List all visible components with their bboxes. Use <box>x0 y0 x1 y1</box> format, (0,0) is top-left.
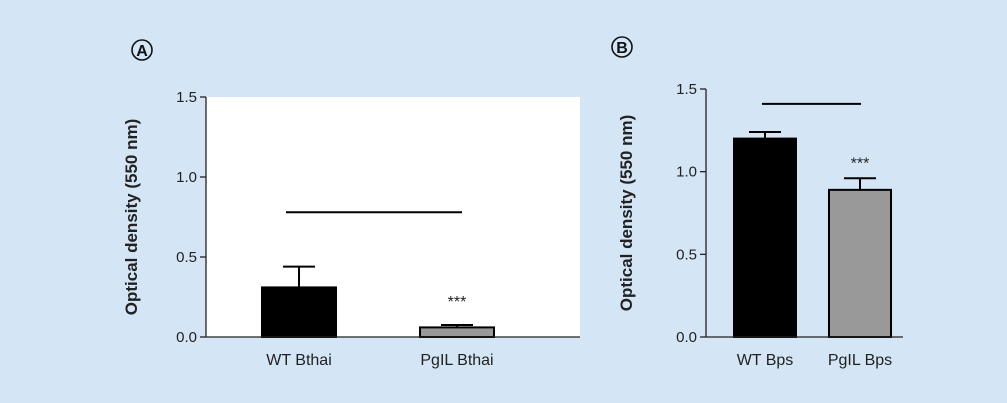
significance-stars: *** <box>851 155 870 172</box>
category-label-2: PgIL Bthai <box>420 352 493 369</box>
category-label-2: PgIL Bps <box>828 352 892 369</box>
y-tick-label: 1.5 <box>176 89 197 106</box>
panel-letter-circle <box>131 39 153 61</box>
y-axis-title: Optical density (550 nm) <box>617 115 636 312</box>
panel-letter: A <box>136 43 148 60</box>
y-tick-label: 0.0 <box>676 329 697 346</box>
panel-letter: B <box>616 40 628 57</box>
y-axis-title: Optical density (550 nm) <box>122 119 141 316</box>
y-tick-label: 0.5 <box>176 249 197 266</box>
category-label-1: WT Bps <box>737 352 794 369</box>
y-tick-label: 1.0 <box>676 164 697 181</box>
y-tick-label: 0.5 <box>676 246 697 263</box>
y-tick-label: 1.0 <box>176 169 197 186</box>
category-label-1: WT Bthai <box>266 352 332 369</box>
bar-1 <box>733 137 797 338</box>
y-tick-label: 0.0 <box>176 329 197 346</box>
panel-letter-circle <box>611 36 633 58</box>
significance-stars: *** <box>448 294 467 311</box>
bar-2 <box>828 188 892 338</box>
y-tick-label: 1.5 <box>676 81 697 98</box>
